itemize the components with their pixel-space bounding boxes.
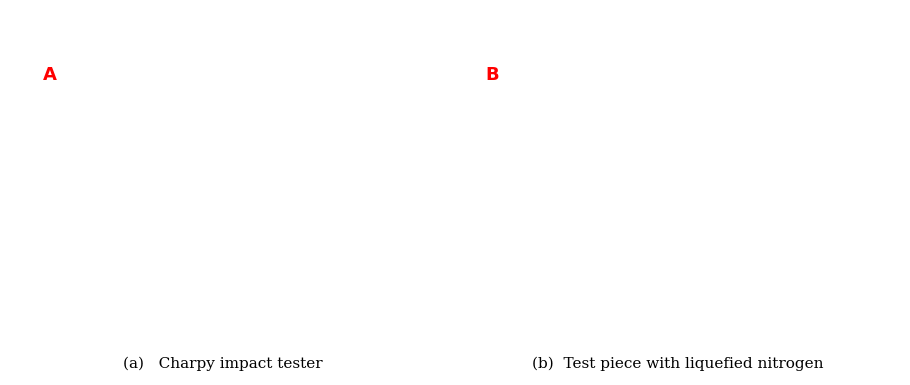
Text: (a)   Charpy impact tester: (a) Charpy impact tester: [123, 357, 323, 371]
Text: (b)  Test piece with liquefied nitrogen: (b) Test piece with liquefied nitrogen: [532, 357, 824, 371]
Text: A: A: [44, 66, 57, 84]
Text: B: B: [485, 66, 499, 84]
